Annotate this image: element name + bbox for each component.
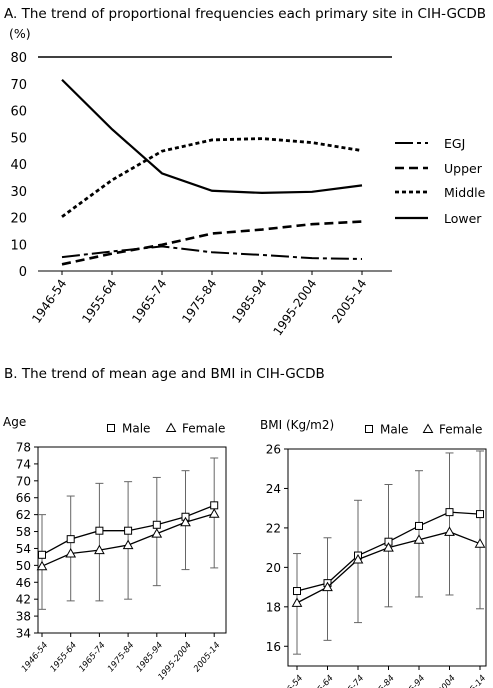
y-tick-label: 20: [10, 212, 27, 227]
series-line-egj: [61, 245, 363, 260]
series-line-lower: [61, 78, 363, 194]
legend-label-middle: Middle: [444, 185, 486, 200]
y-tick-label: 40: [10, 158, 27, 173]
x-tick-label: 1985-94: [229, 277, 269, 326]
x-tick-label: 1946-54: [29, 277, 69, 326]
legend-label-upper: Upper: [444, 161, 483, 176]
y-tick-label: 70: [10, 78, 27, 93]
panel-b-title: B. The trend of mean age and BMI in CIH-…: [4, 366, 325, 382]
y-tick-label: 10: [10, 238, 27, 253]
y-tick-label: 80: [10, 51, 27, 66]
y-tick-label: 60: [10, 105, 27, 120]
series-line-upper: [61, 220, 363, 266]
legend-label-egj: EGJ: [444, 136, 465, 151]
y-axis-unit: (%): [9, 26, 31, 41]
x-tick-label: 2005-14: [329, 277, 369, 326]
panel-a-title: A. The trend of proportional frequencies…: [4, 6, 487, 22]
x-tick-label: 1995-2004: [270, 277, 319, 339]
x-tick-label: 1965-74: [129, 277, 169, 326]
y-tick-label: 50: [10, 131, 27, 146]
legend-label-lower: Lower: [444, 211, 482, 226]
y-tick-label: 0: [19, 265, 27, 280]
x-tick-label: 1975-84: [179, 277, 219, 326]
series-line-middle: [61, 137, 363, 218]
y-tick-label: 30: [10, 185, 27, 200]
x-tick-label: 1955-64: [79, 277, 119, 326]
